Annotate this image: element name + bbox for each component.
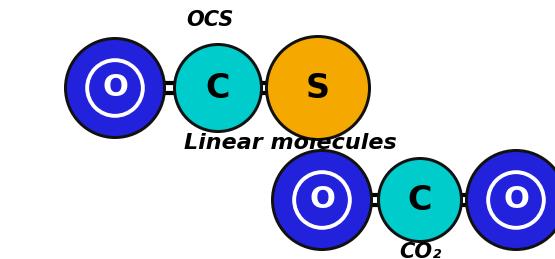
Circle shape [465,149,555,251]
Text: O: O [503,185,529,214]
Text: OCS: OCS [186,10,234,30]
Text: C: C [408,183,432,217]
Text: O: O [102,74,128,103]
Circle shape [64,37,166,139]
Circle shape [377,157,463,243]
Circle shape [271,149,373,251]
Circle shape [268,38,368,138]
Text: Linear molecules: Linear molecules [184,133,396,153]
Circle shape [265,35,371,141]
Circle shape [274,152,370,248]
Circle shape [67,40,163,136]
Text: O: O [309,185,335,214]
Circle shape [468,152,555,248]
Circle shape [173,43,263,133]
Text: CO₂: CO₂ [399,242,441,259]
Circle shape [380,160,460,240]
Circle shape [176,46,260,130]
Text: C: C [206,71,230,104]
Text: S: S [306,71,330,104]
